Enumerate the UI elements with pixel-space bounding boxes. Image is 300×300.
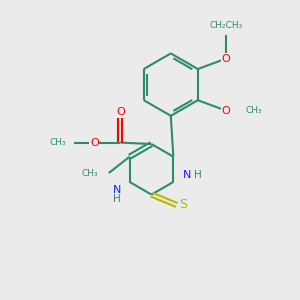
Text: CH₃: CH₃: [245, 106, 262, 115]
Text: O: O: [222, 106, 230, 116]
Text: S: S: [179, 199, 187, 212]
Text: CH₂CH₃: CH₂CH₃: [209, 21, 243, 30]
Text: O: O: [90, 138, 99, 148]
Text: O: O: [222, 54, 230, 64]
Text: CH₃: CH₃: [82, 169, 98, 178]
Text: N: N: [183, 169, 191, 179]
Text: H: H: [194, 169, 202, 179]
Text: O: O: [116, 107, 125, 117]
Text: H: H: [113, 194, 121, 204]
Text: N: N: [113, 185, 121, 195]
Text: CH₃: CH₃: [50, 138, 66, 147]
